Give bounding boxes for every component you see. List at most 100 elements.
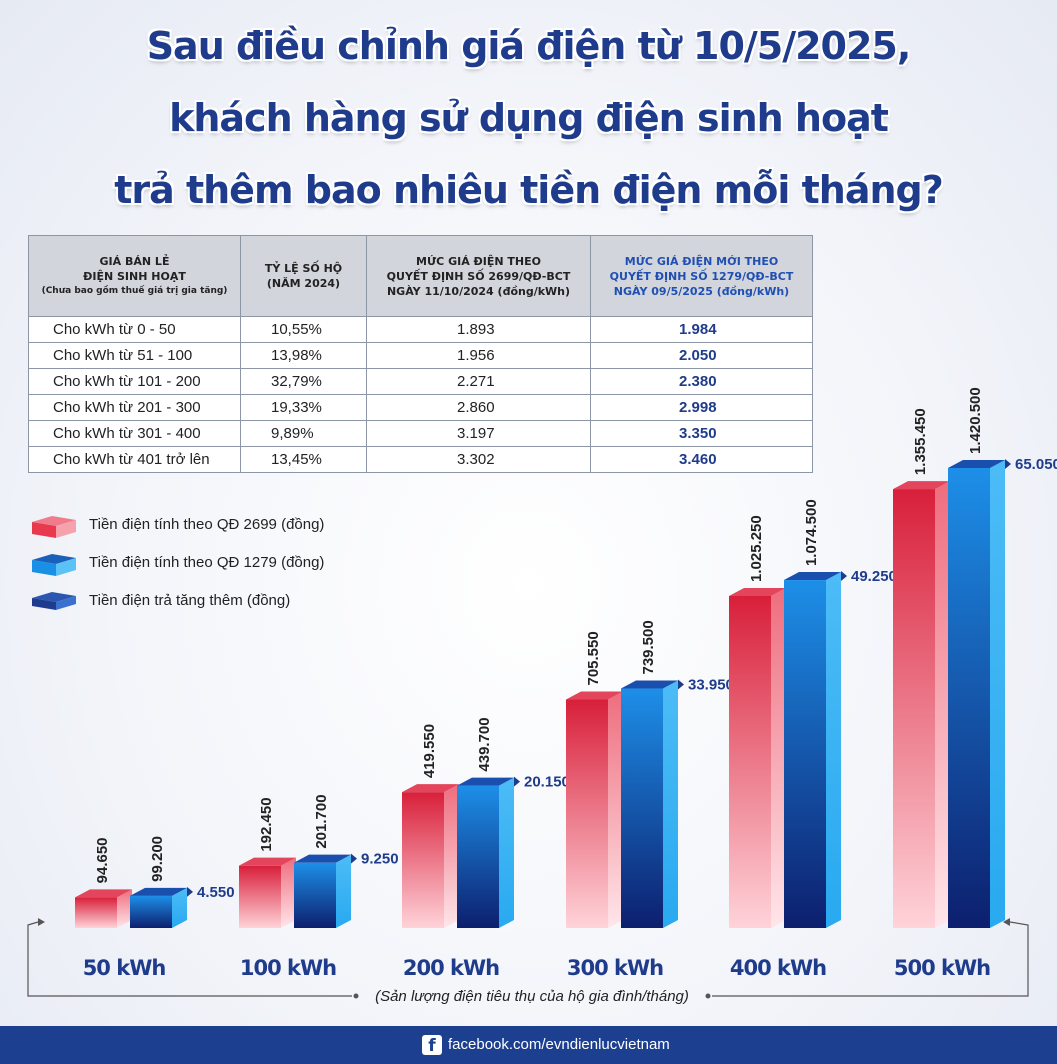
arrow-right-icon (1003, 918, 1010, 926)
ratio-cell: 19,33% (240, 394, 367, 421)
x-tick-label: 100 kWh (240, 956, 336, 980)
header-household-ratio: TỶ LỆ SỐ HỘ (NĂM 2024) (240, 235, 367, 317)
axis-bracket-left (27, 921, 352, 997)
bar-front (239, 865, 281, 928)
legend-item-old: Tiền điện tính theo QĐ 2699 (đồng) (32, 514, 324, 538)
header-old-price: MỨC GIÁ ĐIỆN THEO QUYẾT ĐỊNH SỐ 2699/QĐ-… (366, 235, 591, 317)
red-cube-icon (32, 516, 76, 538)
legend-item-increase: Tiền điện trả tăng thêm (đồng) (32, 590, 290, 614)
x-tick-label: 400 kWh (730, 956, 826, 980)
bar-value-label: 99.200 (149, 836, 166, 882)
bar-qd1279 (948, 460, 1005, 928)
bar-top (457, 777, 514, 786)
x-tick-label: 200 kWh (403, 956, 499, 980)
ratio-cell: 32,79% (240, 368, 367, 395)
bar-top (893, 481, 950, 490)
new-price-cell: 2.998 (590, 394, 813, 421)
bar-value-label: 705.550 (585, 631, 602, 685)
old-price-cell: 3.302 (366, 446, 591, 473)
tier-cell: Cho kWh từ 101 - 200 (28, 368, 241, 395)
bar-value-label: 739.500 (640, 620, 657, 674)
bar-front (784, 580, 826, 928)
bar-side (499, 777, 514, 928)
title-line: khách hàng sử dụng điện sinh hoạt (169, 96, 889, 140)
x-tick-label: 300 kWh (567, 956, 663, 980)
bar-front (294, 862, 336, 928)
bar-value-label: 439.700 (476, 717, 493, 771)
bar-top (948, 460, 1005, 468)
ratio-cell: 13,98% (240, 342, 367, 369)
bar-side (172, 887, 187, 928)
legend-label: Tiền điện trả tăng thêm (đồng) (89, 592, 291, 609)
bar-qd2699 (239, 857, 296, 928)
bar-top (402, 784, 459, 793)
increase-arrow (514, 776, 520, 787)
bar-side (608, 691, 623, 928)
bar-qd2699 (729, 587, 786, 928)
bar-qd2699 (402, 784, 459, 928)
blue-cube-icon (32, 554, 76, 576)
bar-side (935, 481, 950, 928)
bar-value-label: 1.420.500 (967, 387, 984, 454)
bar-front (948, 468, 990, 928)
bar-top (130, 887, 187, 896)
bar-front (402, 792, 444, 928)
axis-bracket-right (712, 921, 1029, 997)
bar-front (621, 688, 663, 928)
facebook-icon[interactable]: f (422, 1035, 442, 1056)
header-retail-price: GIÁ BÁN LẺ ĐIỆN SINH HOẠT (Chưa bao gồm … (28, 235, 241, 317)
page-title: Sau điều chỉnh giá điện từ 10/5/2025, kh… (0, 10, 1057, 226)
old-price-cell: 3.197 (366, 420, 591, 447)
increase-arrow (841, 571, 847, 582)
title-line: trả thêm bao nhiêu tiền điện mỗi tháng? (114, 168, 944, 212)
increase-arrow-icon (32, 592, 83, 610)
legend-label: Tiền điện tính theo QĐ 1279 (đồng) (89, 554, 325, 571)
tier-cell: Cho kWh từ 0 - 50 (28, 316, 241, 343)
axis-dot-left (353, 993, 359, 999)
bar-qd1279 (621, 680, 678, 928)
x-axis-title: (Sản lượng điện tiêu thụ của hộ gia đình… (375, 988, 689, 1005)
table-header-row: GIÁ BÁN LẺ ĐIỆN SINH HOẠT (Chưa bao gồm … (28, 235, 813, 317)
ratio-cell: 9,89% (240, 420, 367, 447)
tier-cell: Cho kWh từ 401 trở lên (28, 446, 241, 473)
bar-side (336, 854, 351, 928)
bar-side (990, 460, 1005, 928)
x-tick-label: 500 kWh (894, 956, 990, 980)
legend-label: Tiền điện tính theo QĐ 2699 (đồng) (89, 516, 325, 533)
bar-qd2699 (893, 481, 950, 928)
bar-value-label: 94.650 (94, 837, 111, 883)
increase-arrow (678, 679, 684, 690)
bar-top (566, 691, 623, 700)
bar-front (893, 489, 935, 928)
increase-label: 9.250 (361, 851, 399, 868)
table-row: Cho kWh từ 401 trở lên 13,45% 3.302 3.46… (28, 446, 813, 473)
x-axis: (Sản lượng điện tiêu thụ của hộ gia đình… (27, 918, 1029, 1005)
bar-side (826, 572, 841, 928)
bar-value-label: 1.074.500 (803, 499, 820, 566)
bar-top (729, 587, 786, 596)
ratio-cell: 10,55% (240, 316, 367, 343)
bar-side (117, 889, 132, 928)
bar-front (457, 785, 499, 928)
bar-side (663, 680, 678, 928)
title-line: Sau điều chỉnh giá điện từ 10/5/2025, (146, 24, 912, 68)
increase-arrow (351, 853, 357, 864)
bar-front (75, 897, 117, 928)
price-table: GIÁ BÁN LẺ ĐIỆN SINH HOẠT (Chưa bao gồm … (28, 235, 813, 473)
bar-qd1279 (294, 854, 351, 928)
facebook-link[interactable]: facebook.com/evndienlucvietnam (448, 1036, 670, 1053)
header-new-price: MỨC GIÁ ĐIỆN MỚI THEO QUYẾT ĐỊNH SỐ 1279… (590, 235, 813, 317)
bar-qd2699 (75, 889, 132, 928)
bar-front (130, 895, 172, 928)
ratio-cell: 13,45% (240, 446, 367, 473)
new-price-cell: 3.460 (590, 446, 813, 473)
footer-bar: f facebook.com/evndienlucvietnam (0, 1026, 1057, 1064)
increase-arrow (1005, 459, 1011, 469)
bar-qd1279 (130, 887, 187, 928)
bar-top (784, 572, 841, 581)
bar-side (281, 857, 296, 928)
increase-label: 4.550 (197, 884, 235, 901)
bar-side (771, 587, 786, 928)
bar-qd1279 (784, 572, 841, 928)
increase-label: 65.050 (1015, 456, 1057, 473)
